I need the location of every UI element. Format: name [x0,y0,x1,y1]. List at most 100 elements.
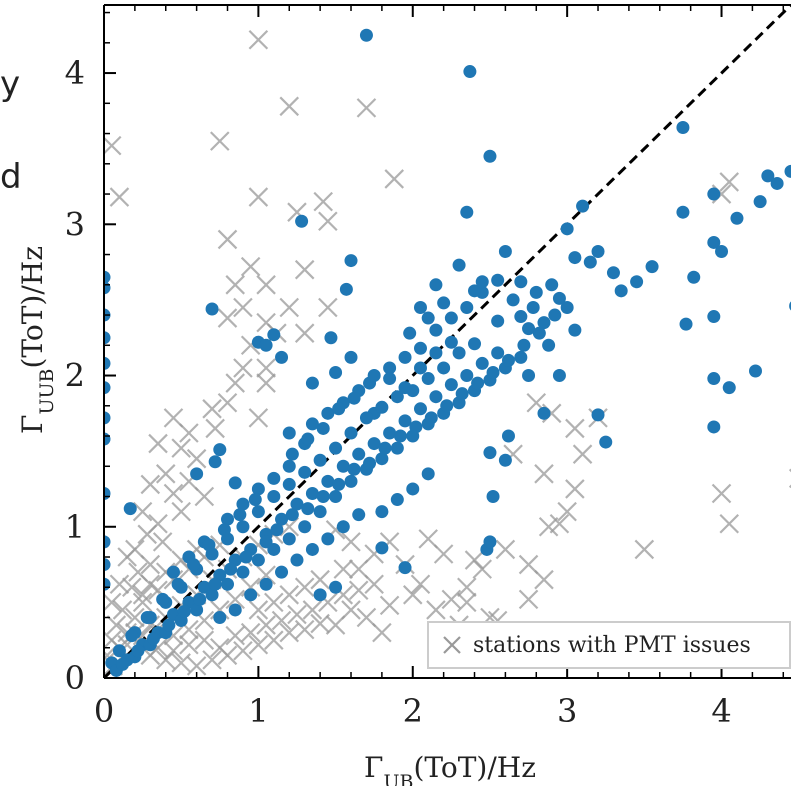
station-point [345,351,358,364]
station-point [445,378,458,391]
station-point [244,588,257,601]
station-point [236,520,249,533]
station-point [630,275,643,288]
station-point [375,541,388,554]
station-point [468,337,481,350]
station-point [761,169,774,182]
pmt-issue-point [535,465,553,483]
station-point [306,543,319,556]
station-point [568,251,581,264]
pmt-issue-point [314,193,332,211]
station-point [167,566,180,579]
station-point [414,402,427,415]
pmt-issue-point [535,571,553,589]
station-point [252,554,265,567]
left-margin-fragment-d: d [0,157,22,197]
pmt-issue-point [566,480,584,498]
station-point [491,315,504,328]
pmt-issue-point [350,581,368,599]
station-point [422,312,435,325]
pmt-issue-point [296,324,314,342]
station-point [548,309,561,322]
station-point [249,493,262,506]
station-point [429,390,442,403]
station-point [348,392,361,405]
y-tick-label: 4 [65,54,85,92]
station-point [429,346,442,359]
station-point [409,420,422,433]
station-point [298,520,311,533]
pmt-issue-point [134,503,152,521]
station-point [267,328,280,341]
station-point [514,351,527,364]
pmt-issue-point [385,170,403,188]
station-point [542,339,555,352]
station-point [187,558,200,571]
station-point [301,433,314,446]
pmt-issue-point [342,533,360,551]
station-markers [98,29,791,677]
station-point [491,346,504,359]
station-point [568,324,581,337]
station-point [507,293,520,306]
station-point [440,399,453,412]
station-point [453,346,466,359]
pmt-issue-point [203,400,221,418]
station-point [592,245,605,258]
station-point [321,532,334,545]
station-point [517,339,530,352]
pmt-issue-point [211,132,229,150]
station-point [754,195,767,208]
station-point [360,411,373,424]
station-point [324,331,337,344]
x-tick-label: 4 [711,692,731,730]
pmt-issue-point [249,188,267,206]
station-point [707,188,720,201]
station-point [607,266,620,279]
station-point [676,206,689,219]
station-point [707,372,720,385]
pmt-issue-point [566,419,584,437]
pmt-issue-point [103,137,121,155]
station-point [360,29,373,42]
pmt-issue-point [558,503,576,521]
station-point [460,369,473,382]
station-point [193,593,206,606]
station-point [502,354,515,367]
pmt-issue-point [411,575,429,593]
station-point [707,310,720,323]
pmt-issue-point [635,540,653,558]
station-point [295,215,308,228]
station-point [286,508,299,521]
station-point [491,274,504,287]
station-point [178,605,191,618]
station-point [707,420,720,433]
station-point [345,254,358,267]
station-point [275,351,288,364]
x-tick-label: 2 [403,692,423,730]
pmt-issue-point [149,435,167,453]
pmt-issue-point [219,394,237,412]
station-point [218,523,231,536]
legend: stations with PMT issues [428,622,790,668]
station-point [533,327,546,340]
pmt-issue-point [234,298,252,316]
station-point [399,381,412,394]
station-point [483,150,496,163]
pmt-issue-point [574,445,592,463]
station-point [233,508,246,521]
pmt-issue-point [357,99,375,117]
y-axis-label: ΓUUB(ToT)/Hz [16,246,58,434]
station-point [329,490,342,503]
pmt-issue-point [249,409,267,427]
station-point [260,339,273,352]
station-point [599,436,612,449]
station-point [190,467,203,480]
pmt-issue-point [257,359,275,377]
station-point [456,387,469,400]
legend-label: stations with PMT issues [473,633,751,658]
station-point [537,407,550,420]
pmt-issue-point [249,636,267,654]
pmt-issue-point [520,590,538,608]
station-point [290,554,303,567]
